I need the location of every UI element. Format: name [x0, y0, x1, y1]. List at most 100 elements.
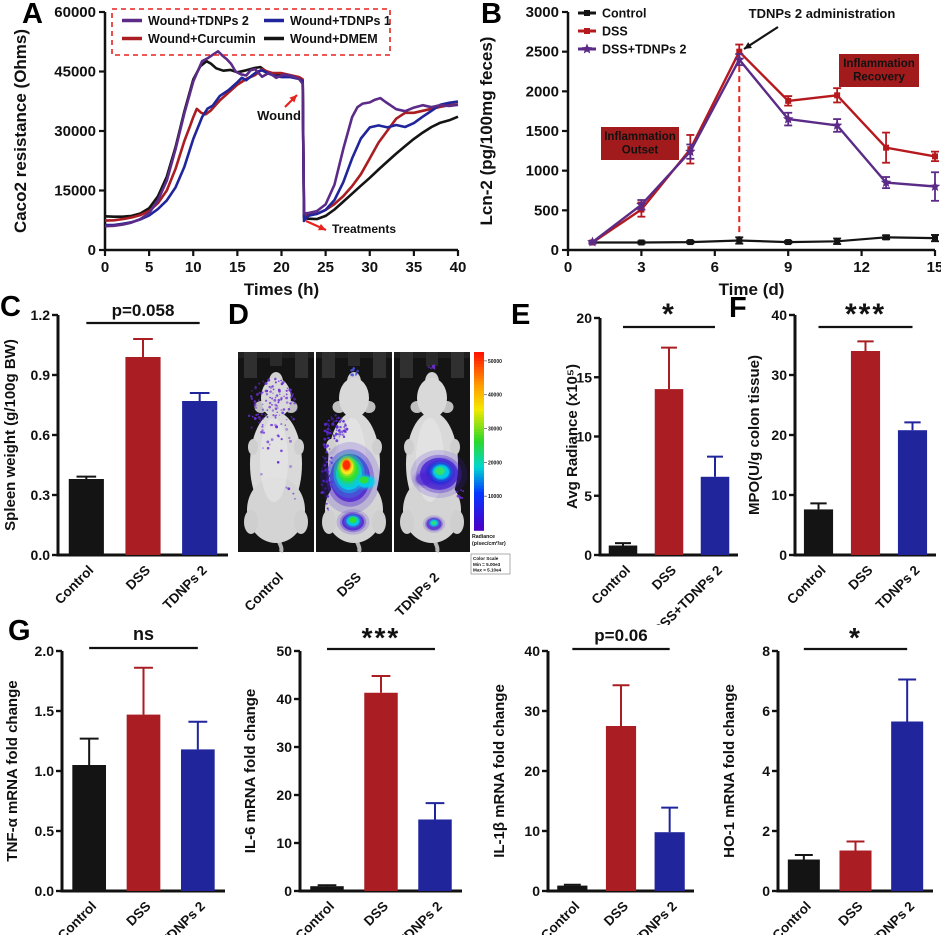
svg-text:15000: 15000 [54, 183, 96, 200]
svg-text:12: 12 [853, 259, 870, 276]
svg-text:Max = 5.10e4: Max = 5.10e4 [473, 568, 502, 573]
svg-text:20: 20 [576, 310, 592, 326]
chart-svg-A: 0 15000 30000 45000 60000 0 5 10 15 20 25 30 35 40 Tim… [11, 4, 467, 299]
svg-text:30: 30 [276, 739, 292, 755]
svg-text:25: 25 [317, 259, 334, 276]
bar-DSS [850, 351, 881, 555]
svg-text:40: 40 [524, 643, 540, 659]
svg-text:ns: ns [133, 624, 154, 644]
bar-TDNPs 2 [180, 749, 215, 891]
svg-text:15: 15 [576, 369, 592, 385]
bar-Control [72, 765, 107, 891]
svg-text:20: 20 [276, 787, 292, 803]
bar-Control [803, 509, 834, 555]
bar-DSS [125, 357, 161, 555]
panel-g-il6-bar-chart: 0 10 20 30 40 50 IL-6 mRNA fold change Control D… [237, 618, 470, 935]
svg-text:DSS: DSS [334, 570, 364, 600]
svg-text:Recovery: Recovery [853, 72, 905, 84]
panel-letter-g: G [8, 615, 31, 647]
svg-text:60000: 60000 [54, 4, 96, 21]
bar-Control [68, 479, 104, 555]
chart-svg-B: 0 500 1000 1500 2000 2500 3000 0 3 6 9 12 15 Time (d)… [477, 4, 941, 299]
panel-f-mpo-bar-chart: 0 10 20 30 40 MPO(U/g colon tissue) Control DSS… [737, 290, 941, 630]
svg-text:40: 40 [276, 691, 292, 707]
svg-text:0: 0 [551, 242, 559, 259]
svg-text:0: 0 [779, 547, 787, 563]
svg-text:0.0: 0.0 [31, 547, 51, 563]
svg-text:DSS: DSS [602, 25, 628, 39]
svg-text:Treatments: Treatments [332, 222, 396, 236]
svg-text:0: 0 [762, 883, 770, 899]
bar-DSS [654, 389, 684, 555]
svg-text:30: 30 [361, 259, 378, 276]
panel-letter-e: E [511, 299, 531, 331]
svg-text:1.5: 1.5 [35, 703, 55, 719]
svg-text:***: *** [362, 622, 401, 653]
bar-DSS [839, 850, 872, 891]
svg-text:Control: Control [602, 7, 646, 21]
series-Control [592, 236, 936, 244]
svg-text:TDNPs 2 administration: TDNPs 2 administration [749, 6, 896, 21]
svg-text:0: 0 [584, 547, 592, 563]
mouse-image-Control [238, 352, 314, 553]
svg-text:DSS: DSS [649, 563, 679, 593]
svg-text:2500: 2500 [526, 44, 559, 61]
svg-text:Outset: Outset [622, 145, 659, 157]
svg-text:20000: 20000 [488, 460, 502, 466]
svg-text:Wound: Wound [257, 108, 301, 123]
svg-text:TDNPs 2: TDNPs 2 [395, 899, 445, 935]
series-DSS+TDNPs 2 [591, 58, 936, 244]
svg-text:Control: Control [242, 570, 287, 615]
panel-d-ivis-mouse-images: 50000 40000 30000 20000 10000 Radiance (p/sec/… [228, 290, 518, 630]
svg-text:3000: 3000 [526, 4, 559, 21]
svg-text:50: 50 [276, 643, 292, 659]
bar-TDNPs 2 [182, 401, 218, 555]
svg-text:40: 40 [450, 259, 467, 276]
svg-text:MPO(U/g colon tissue): MPO(U/g colon tissue) [746, 355, 763, 515]
svg-text:Inflammation: Inflammation [604, 131, 676, 143]
svg-text:15: 15 [229, 259, 246, 276]
svg-text:20: 20 [524, 763, 540, 779]
svg-text:1000: 1000 [526, 163, 559, 180]
series-DSS [591, 50, 936, 244]
svg-text:DSS: DSS [845, 563, 875, 593]
panel-letter-d: D [228, 299, 249, 331]
svg-text:***: *** [845, 298, 886, 331]
svg-text:8: 8 [762, 643, 770, 659]
svg-text:10: 10 [576, 429, 592, 445]
svg-text:Times (h): Times (h) [244, 280, 319, 299]
svg-text:Time (d): Time (d) [719, 280, 785, 299]
svg-text:0: 0 [284, 883, 292, 899]
svg-text:TNF-α mRNA fold change: TNF-α mRNA fold change [4, 680, 21, 861]
svg-text:50000: 50000 [488, 359, 502, 365]
svg-text:0.6: 0.6 [31, 427, 51, 443]
svg-text:0: 0 [101, 259, 109, 276]
svg-text:DSS: DSS [601, 899, 631, 929]
panel-e-avg-radiance-bar-chart: 0 5 10 15 20 Avg Radiance (x10⁵) Control DSS DSS… [515, 290, 745, 638]
svg-text:10000: 10000 [488, 494, 502, 500]
svg-text:40: 40 [771, 307, 787, 323]
mouse-image-DSS [316, 352, 392, 553]
panel-letter-c: C [0, 291, 21, 323]
svg-text:DSS+TDNPs 2: DSS+TDNPs 2 [602, 43, 686, 57]
svg-text:IL-6 mRNA fold change: IL-6 mRNA fold change [242, 689, 259, 853]
panel-g-il1b-bar-chart: 0 10 20 30 40 IL-1β mRNA fold change Control DS… [470, 618, 702, 935]
panel-letter-f: F [729, 292, 747, 324]
svg-text:0.5: 0.5 [35, 823, 55, 839]
svg-text:Control: Control [293, 899, 338, 935]
svg-text:2000: 2000 [526, 83, 559, 100]
svg-text:20: 20 [771, 427, 787, 443]
svg-text:*: * [662, 298, 676, 331]
svg-text:9: 9 [784, 259, 792, 276]
svg-text:(p/sec/cm²/sr): (p/sec/cm²/sr) [472, 541, 506, 547]
svg-text:Control: Control [538, 899, 583, 935]
svg-text:TDNPs 2: TDNPs 2 [867, 899, 917, 935]
bar-DSS+TDNPs 2 [700, 476, 730, 555]
panel-letter-b: B [481, 0, 502, 30]
svg-text:0.0: 0.0 [35, 883, 55, 899]
svg-text:Wound+TDNPs 1: Wound+TDNPs 1 [290, 14, 391, 28]
svg-text:2: 2 [762, 823, 770, 839]
svg-text:4: 4 [762, 763, 770, 779]
